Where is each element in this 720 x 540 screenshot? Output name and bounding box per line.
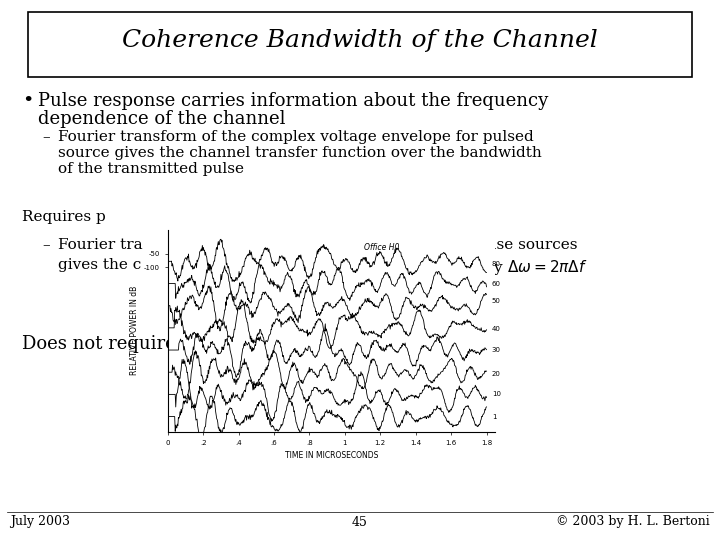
Text: ated by $\Delta\omega = 2\pi\Delta f$: ated by $\Delta\omega = 2\pi\Delta f$ <box>445 258 588 277</box>
Text: source gives the channel transfer function over the bandwidth: source gives the channel transfer functi… <box>58 146 541 160</box>
Text: –: – <box>42 238 50 252</box>
Text: Pulse response carries information about the frequency: Pulse response carries information about… <box>38 92 548 110</box>
Text: of the transmitted pulse: of the transmitted pulse <box>58 162 244 176</box>
Text: Fourier tra: Fourier tra <box>58 238 143 252</box>
Text: 45: 45 <box>352 516 368 529</box>
Text: 60: 60 <box>492 281 501 287</box>
Text: Fourier transform of the complex voltage envelope for pulsed: Fourier transform of the complex voltage… <box>58 130 534 144</box>
Text: 50: 50 <box>492 298 500 304</box>
Text: •: • <box>22 92 33 110</box>
Text: gives the c: gives the c <box>58 258 141 272</box>
Text: Requires p: Requires p <box>22 210 106 224</box>
Text: dependence of the channel: dependence of the channel <box>38 110 286 128</box>
X-axis label: TIME IN MICROSECONDS: TIME IN MICROSECONDS <box>285 451 378 460</box>
Text: 1: 1 <box>492 414 496 420</box>
Text: July 2003: July 2003 <box>10 516 70 529</box>
Text: Coherence Bandwidth of the Channel: Coherence Bandwidth of the Channel <box>122 29 598 51</box>
Text: for pulse sources: for pulse sources <box>445 238 577 252</box>
Text: –: – <box>42 130 50 144</box>
Y-axis label: RELATIVE POWER IN dB: RELATIVE POWER IN dB <box>130 286 138 375</box>
Text: Office H0: Office H0 <box>364 243 400 252</box>
Text: 80: 80 <box>492 261 501 267</box>
Text: Does not require phase information: Does not require phase information <box>22 335 348 353</box>
FancyBboxPatch shape <box>28 12 692 77</box>
Text: 10: 10 <box>492 391 501 397</box>
Text: 40: 40 <box>492 326 500 332</box>
Text: 20: 20 <box>492 372 500 377</box>
Text: 30: 30 <box>492 347 501 353</box>
Text: © 2003 by H. L. Bertoni: © 2003 by H. L. Bertoni <box>557 516 710 529</box>
